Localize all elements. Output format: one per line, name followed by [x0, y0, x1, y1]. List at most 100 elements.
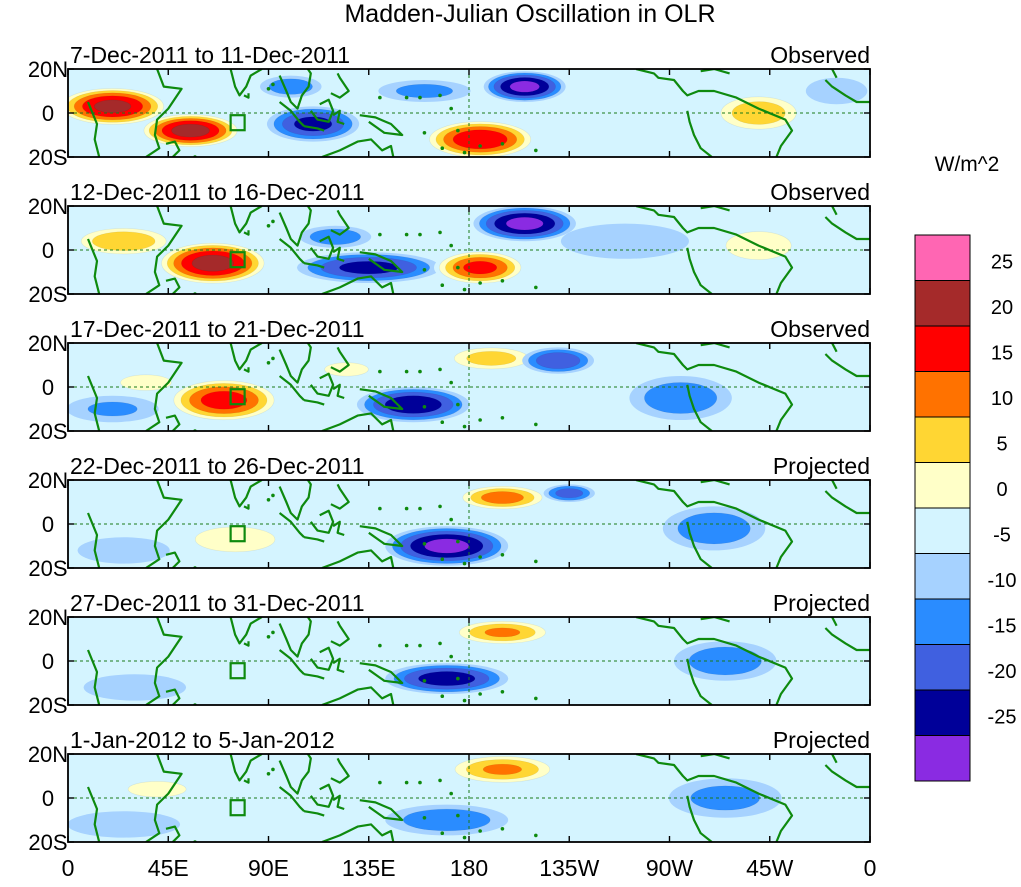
coastline [278, 238, 305, 264]
y-tick-label: 0 [42, 101, 54, 126]
island [189, 157, 193, 161]
coastline [243, 230, 250, 236]
island [456, 128, 460, 133]
coastline [321, 412, 395, 431]
island [462, 835, 467, 840]
island [378, 780, 382, 785]
island [271, 493, 275, 498]
island [449, 380, 453, 385]
coastline [635, 343, 794, 431]
colorbar-swatch [914, 325, 971, 372]
island [189, 705, 193, 709]
colorbar-tick-label: 10 [991, 388, 1013, 410]
coastline [321, 686, 395, 705]
coastline [278, 206, 312, 247]
coastline [321, 549, 395, 568]
island [438, 778, 442, 783]
coastline [303, 262, 325, 269]
x-tick-label: 45W [746, 855, 794, 881]
colorbar-swatch [914, 462, 971, 509]
island [500, 279, 505, 283]
coastline [309, 372, 335, 397]
anomaly-contour [418, 671, 476, 686]
y-tick-label: 20S [28, 693, 67, 718]
x-tick-label: 180 [450, 855, 488, 881]
anomaly-contour [480, 491, 524, 504]
colorbar-swatch [914, 507, 971, 554]
coastline [330, 209, 350, 236]
anomaly-contour [178, 656, 292, 688]
colorbar-tick-label: 20 [991, 297, 1013, 319]
coastline [278, 101, 305, 127]
coastline [332, 246, 345, 263]
colorbar: W/m^2 25 20 15 10 5 0 -5 -10 -15 -20 -25 [914, 153, 1017, 782]
coastline [243, 641, 250, 647]
colorbar-unit-label: W/m^2 [935, 153, 1000, 176]
y-tick-label: 20N [28, 605, 68, 630]
coastline [330, 757, 350, 784]
colorbar-tick-label: -10 [988, 570, 1017, 592]
panel-date-range: 7-Dec-2011 to 11-Dec-2011 [70, 42, 350, 68]
island [456, 539, 460, 544]
coastline [330, 483, 350, 510]
island [378, 95, 382, 100]
coastline [332, 794, 345, 811]
island [271, 82, 275, 87]
island [418, 95, 422, 100]
island [440, 694, 445, 698]
anomaly-contour [484, 627, 521, 638]
anomaly-field [68, 69, 870, 161]
coastline [635, 617, 794, 705]
coastline [330, 620, 350, 647]
coastline [359, 388, 404, 411]
coastline [700, 343, 730, 349]
coastline [278, 375, 305, 401]
coastline [165, 140, 181, 157]
coastline [303, 810, 325, 817]
island [534, 148, 538, 153]
anomaly-contour [87, 401, 138, 417]
y-tick-label: 20S [28, 419, 67, 444]
island [438, 641, 442, 646]
coastline [145, 480, 183, 568]
island [271, 356, 275, 361]
island [449, 654, 453, 659]
island [500, 416, 505, 420]
island [422, 816, 427, 820]
island [378, 369, 382, 374]
island [449, 106, 453, 111]
x-tick-label: 90E [248, 855, 289, 881]
coastline [229, 480, 263, 508]
panel-status: Projected [773, 590, 870, 616]
coastline [145, 617, 183, 705]
x-tick-label: 135E [342, 855, 396, 881]
coastline [332, 383, 345, 400]
coastline [278, 480, 312, 521]
anomaly-contour [677, 512, 751, 545]
y-tick-label: 0 [42, 512, 54, 537]
anomaly-contour [268, 78, 313, 95]
island [418, 506, 422, 511]
coastline [700, 617, 730, 623]
coastline [332, 520, 345, 537]
coastline [831, 754, 838, 764]
coastline [824, 627, 870, 652]
coastline [278, 617, 312, 658]
island [189, 568, 193, 572]
island [418, 643, 422, 648]
coastline [332, 657, 345, 674]
coastline [831, 206, 838, 216]
island [449, 791, 453, 796]
island [478, 281, 482, 285]
island [404, 643, 409, 648]
panel-date-range: 17-Dec-2011 to 21-Dec-2011 [70, 316, 365, 342]
island [189, 842, 193, 846]
island [500, 142, 505, 146]
region-box [229, 799, 246, 817]
coastline [686, 521, 713, 568]
coastline [145, 754, 183, 842]
panel: 20N 0 20S 7-Dec-2011 to 11-Dec-2011 Observed [28, 42, 871, 170]
coastline [303, 125, 325, 132]
anomaly-contour [77, 537, 170, 564]
y-tick-label: 20S [28, 556, 67, 581]
